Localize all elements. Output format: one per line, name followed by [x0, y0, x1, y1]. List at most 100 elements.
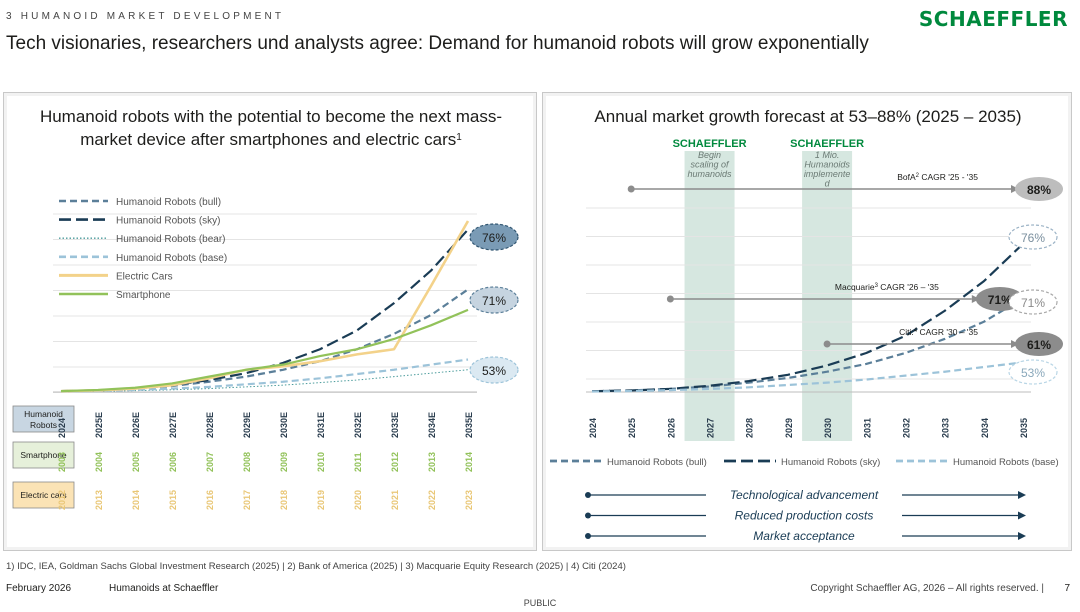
milestone-band [684, 151, 735, 441]
left-bubble-71: 71% [469, 286, 519, 314]
left-electric-car-year-tick: 2017 [242, 490, 252, 510]
left-robot-year-tick: 2035E [464, 412, 474, 438]
left-robot-year-tick: 2029E [242, 412, 252, 438]
band-caption: d [825, 179, 831, 189]
driver-reduced-production-costs: Reduced production costs [585, 509, 1026, 523]
forecast-bubble-label: 88% [1027, 183, 1051, 197]
band-caption: humanoids [688, 169, 733, 179]
right-x-tick-label: 2029 [784, 418, 794, 438]
left-electric-car-year-tick: 2019 [316, 490, 326, 510]
bubble-shape [469, 356, 519, 384]
band-caption: 1 Mio. [815, 150, 840, 160]
forecast-source: BofA [897, 172, 916, 182]
forecast-bubble-label: 61% [1027, 338, 1051, 352]
left-series-electric-cars [60, 220, 470, 393]
band-brand-logo: SCHAEFFLER [673, 138, 747, 150]
forecast-source-sup: 2 [916, 173, 920, 179]
bubble-shape [469, 286, 519, 314]
left-legend-label: Smartphone [116, 290, 171, 301]
left-electric-car-year-tick: 2012 [57, 490, 67, 510]
milestone-band [802, 151, 853, 441]
row-label-box [12, 481, 75, 509]
left-legend-label: Humanoid Robots (bear) [116, 234, 226, 245]
left-chart-title-sup: 1 [456, 132, 462, 143]
end-label-bubble [1008, 359, 1058, 385]
left-smartphone-year-tick: 2011 [353, 452, 363, 472]
left-robot-year-tick: 2031E [316, 412, 326, 438]
forecast-source-sup: 4 [914, 328, 918, 334]
left-robot-year-tick: 2034E [427, 412, 437, 438]
left-electric-car-year-tick: 2015 [168, 490, 178, 510]
right-x-tick-label: 2027 [706, 418, 716, 438]
left-smartphone-year-tick: 2012 [390, 452, 400, 472]
growth-forecast-chart: Annual market growth forecast at 53–88% … [550, 107, 1063, 543]
right-legend-label: Humanoid Robots (sky) [781, 457, 880, 468]
driver-arrow-head [1018, 511, 1026, 520]
band-caption: scaling of [691, 160, 731, 170]
left-electric-car-year-tick: 2021 [390, 490, 400, 510]
right-x-tick-label: 2024 [588, 418, 598, 438]
forecast-bubble [1015, 332, 1063, 356]
footer-title: Humanoids at Schaeffler [109, 583, 219, 594]
left-electric-car-year-tick: 2013 [94, 490, 104, 510]
driver-technological-advancement: Technological advancement [585, 488, 1026, 502]
row-label-text: Smartphone [20, 450, 67, 460]
driver-label: Technological advancement [730, 488, 879, 502]
bubble-shape [469, 223, 519, 251]
driver-label: Reduced production costs [735, 509, 874, 523]
forecast-label: Citi:4 CAGR '30 – '35 [899, 327, 978, 337]
right-series-humanoid-robots-base [591, 361, 1024, 393]
left-legend-label: Humanoid Robots (bull) [116, 197, 221, 208]
left-chart-panel: Humanoid robots with the potential to be… [3, 92, 537, 551]
classification-label: PUBLIC [523, 598, 557, 608]
left-series-humanoid-robots-bull [60, 288, 469, 393]
left-smartphone-year-tick: 2007 [205, 452, 215, 472]
left-robot-year-tick: 2026E [131, 412, 141, 438]
forecast-label: Macquarie3 CAGR '26 – '35 [835, 282, 939, 292]
row-label-text: Humanoid [24, 409, 63, 419]
right-x-tick-label: 2030 [823, 418, 833, 438]
left-robot-year-tick: 2032E [353, 412, 363, 438]
right-x-tick-label: 2033 [941, 418, 951, 438]
driver-label: Market acceptance [753, 529, 855, 543]
market-adoption-chart: Humanoid robots with the potential to be… [12, 107, 519, 510]
forecast-source-sup: 3 [875, 283, 879, 289]
right-x-tick-label: 2031 [862, 418, 872, 438]
right-legend-label: Humanoid Robots (bull) [607, 457, 707, 468]
footer-date: February 2026 [6, 583, 72, 594]
end-label-text: 76% [1021, 231, 1045, 245]
end-label-text: 53% [1021, 366, 1045, 380]
row-label-text: Electric cars [20, 490, 66, 500]
left-electric-car-year-tick: 2018 [279, 490, 289, 510]
right-forecast-citi: Citi:4 CAGR '30 – '35 61% [823, 327, 1063, 356]
section-kicker: 3 HUMANOID MARKET DEVELOPMENT [6, 11, 285, 22]
left-smartphone-year-tick: 2005 [131, 452, 141, 472]
right-end-label-76: 76% [1008, 224, 1058, 250]
band-brand-logo: SCHAEFFLER [790, 138, 864, 150]
forecast-cagr-text: CAGR '25 - '35 [919, 172, 978, 182]
left-electric-car-year-tick: 2020 [353, 490, 363, 510]
left-robot-year-tick: 2028E [205, 412, 215, 438]
right-x-tick-label: 2026 [666, 418, 676, 438]
left-legend-label: Humanoid Robots (base) [116, 253, 227, 264]
right-x-tick-label: 2028 [745, 418, 755, 438]
forecast-cagr-text: CAGR '26 – '35 [878, 282, 939, 292]
left-smartphone-year-tick: 2009 [279, 452, 289, 472]
left-smartphone-year-tick: 2008 [242, 452, 252, 472]
left-electric-car-year-tick: 2023 [464, 490, 474, 510]
row-label-box [12, 405, 75, 433]
left-robot-year-tick: 2024 [57, 418, 67, 438]
left-chart-title-line2: market device after smartphones and elec… [80, 130, 462, 149]
left-smartphone-year-tick: 2003 [57, 452, 67, 472]
left-chart-title-line1: Humanoid robots with the potential to be… [40, 107, 502, 126]
right-end-label-53: 53% [1008, 359, 1058, 385]
right-end-label-71: 71% [1008, 289, 1058, 315]
left-smartphone-year-tick: 2004 [94, 452, 104, 472]
left-robot-year-tick: 2030E [279, 412, 289, 438]
forecast-cagr-text: CAGR '30 – '35 [917, 327, 978, 337]
right-series-humanoid-robots-sky [591, 243, 1024, 393]
band-caption: implemente [804, 169, 851, 179]
